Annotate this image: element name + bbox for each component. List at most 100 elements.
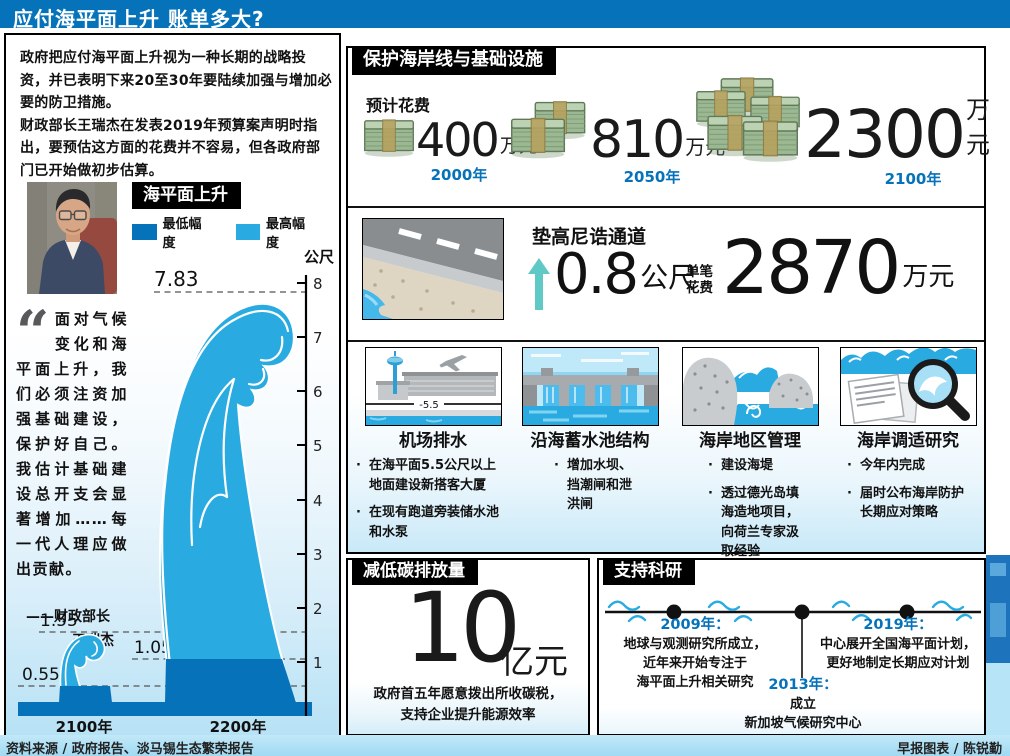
nicoll-cost-label-line1: 单笔 bbox=[686, 264, 713, 280]
timeline-event-2019: 2019年： 中心展开全国海平面计划， 更好地制定长期应对计划 bbox=[811, 616, 985, 673]
timeline-dot-2013 bbox=[794, 604, 810, 620]
cost-2050-group: 810 万元 bbox=[508, 98, 725, 171]
carbon-desc-line1: 政府首五年愿意拨出所收碳税， bbox=[373, 686, 563, 702]
research-section: 支持科研 2009年： 地球与观测研究所成立， 近年来开始专注于 海平面上升 bbox=[597, 558, 986, 736]
sea-level-wave-chart: 公尺 7.83 1.55 1.05 0.55 bbox=[18, 248, 334, 736]
margin-mark bbox=[990, 603, 1006, 637]
intro-text: 政府把应付海平面上升视为一种长期的战略投资，并已表明下来20至30年要陆续加强与… bbox=[20, 47, 334, 182]
protection-title-tag: 保护海岸线与基础设施 bbox=[352, 46, 556, 75]
tick-2: 2 bbox=[313, 600, 323, 618]
intro-paragraph-1: 政府把应付海平面上升视为一种长期的战略投资，并已表明下来20至30年要陆续加强与… bbox=[20, 50, 332, 111]
timeline-wave-decorations bbox=[607, 600, 973, 623]
panel-title-coast: 海岸地区管理 bbox=[699, 431, 801, 451]
timeline-dot-2009 bbox=[666, 604, 682, 620]
research-timeline bbox=[605, 600, 981, 678]
cost-2100-unit: 万元 bbox=[965, 96, 990, 159]
panel-title-reservoir: 沿海蓄水池结构 bbox=[530, 431, 650, 451]
coast-illustration-frame bbox=[682, 347, 819, 426]
coast-illustration bbox=[683, 348, 818, 425]
value-label-min-2200: 1.05 bbox=[134, 638, 172, 658]
baseline-bar bbox=[18, 702, 312, 716]
bullet: 今年内完成 bbox=[847, 456, 969, 476]
timeline-event-2013: 2013年： 成立 新加坡气候研究中心 bbox=[709, 676, 897, 733]
legend-swatch-max bbox=[235, 224, 261, 240]
event-year: 2009年： bbox=[660, 617, 730, 633]
bullet: 届时公布海岸防护长期应对策略 bbox=[847, 484, 969, 523]
carbon-title-tag: 减低碳排放量 bbox=[352, 558, 478, 586]
road-illustration-frame bbox=[362, 218, 504, 320]
wave-2100 bbox=[59, 633, 112, 704]
quote-mark-icon: “ bbox=[16, 298, 51, 366]
timeline-event-2009: 2009年： 地球与观测研究所成立， 近年来开始专注于 海平面上升相关研究 bbox=[601, 616, 789, 692]
legend-label-max: 最高幅度 bbox=[266, 217, 306, 251]
nicoll-raise-unit: 公尺 bbox=[640, 260, 697, 294]
quote-attribution-role: ——财政部长 bbox=[26, 609, 110, 625]
nicoll-cost-label: 单笔 花费 bbox=[686, 264, 713, 296]
tick-1: 1 bbox=[313, 654, 323, 672]
nicoll-cost-label-line2: 花费 bbox=[686, 280, 713, 296]
wave-2200-min-base bbox=[165, 659, 296, 703]
reservoir-illustration bbox=[523, 348, 658, 425]
tick-3: 3 bbox=[313, 546, 323, 564]
sea-level-chart-title-tag: 海平面上升 bbox=[132, 182, 241, 210]
nicoll-raise-value-group: 0.8 公尺 bbox=[554, 247, 697, 303]
carbon-value: 10 bbox=[404, 572, 521, 684]
title-banner: 应付海平面上升 账单多大? bbox=[0, 0, 1010, 31]
y-axis-unit-label: 公尺 bbox=[304, 248, 334, 266]
event-line: 近年来开始专注于 bbox=[642, 656, 747, 671]
research-illustration bbox=[841, 347, 976, 425]
nicoll-cost-group: 2870 万元 bbox=[722, 225, 954, 311]
money-stack-icon-small bbox=[362, 114, 416, 160]
tick-5: 5 bbox=[313, 437, 323, 455]
carbon-desc-line2: 支持企业提升能源效率 bbox=[400, 707, 536, 723]
minister-portrait-photo bbox=[27, 182, 117, 294]
panel-bullets-research: 今年内完成 届时公布海岸防护长期应对策略 bbox=[847, 456, 969, 531]
quote-text: 面对气候变化和海平面上升，我们必须注资加强基础建设，保护好自己。我估计基础建设总… bbox=[16, 310, 128, 578]
nicoll-cost-value: 2870 bbox=[722, 225, 901, 311]
carbon-unit: 亿元 bbox=[500, 642, 568, 682]
chart-legend: 最低幅度 最高幅度 bbox=[132, 213, 339, 251]
panel-bullets-reservoir: 增加水坝、挡潮闸和泄洪闸 bbox=[554, 456, 638, 523]
chart-credit: 早报图表 / 陈锐勤 bbox=[897, 742, 1002, 756]
cost-2100-group: 2300 万元 bbox=[692, 74, 990, 167]
y-axis: 8 7 6 5 4 3 2 1 bbox=[297, 275, 323, 716]
protection-section: 保护海岸线与基础设施 预计花费 400 万元 2000年 810 万元 2050… bbox=[346, 46, 990, 559]
tick-7: 7 bbox=[313, 329, 323, 347]
intro-paragraph-2: 财政部长王瑞杰在发表2019年预算案声明时指出，要预估这方面的花费并不容易，但各… bbox=[20, 117, 321, 179]
tick-8: 8 bbox=[313, 275, 323, 293]
event-line: 更好地制定长期应对计划 bbox=[826, 656, 970, 671]
tick-6: 6 bbox=[313, 383, 323, 401]
divider-1 bbox=[348, 206, 984, 208]
event-year: 2013年： bbox=[768, 677, 838, 693]
event-line: 新加坡气候研究中心 bbox=[744, 716, 862, 731]
page-margin-strip-light bbox=[986, 663, 1010, 735]
page-title: 应付海平面上升 账单多大? bbox=[13, 7, 265, 31]
cost-2000-year: 2000年 bbox=[430, 166, 488, 184]
value-label-max-2100: 1.55 bbox=[40, 611, 78, 631]
legend-swatch-min bbox=[132, 224, 157, 240]
carbon-description: 政府首五年愿意拨出所收碳税， 支持企业提升能源效率 bbox=[348, 684, 588, 726]
airport-illustration-frame: -5.5 bbox=[365, 347, 502, 426]
legend-label-min: 最低幅度 bbox=[162, 217, 202, 251]
value-label-max-2200: 7.83 bbox=[154, 267, 199, 291]
panel-bullets-coast: 建设海堤 透过德光岛填海造地项目，向荷兰专家汲取经验 bbox=[708, 456, 800, 570]
cost-2050-value: 810 bbox=[590, 110, 685, 171]
page-margin-strip-dark bbox=[986, 555, 1010, 663]
margin-mark bbox=[990, 563, 1006, 576]
reservoir-illustration-frame bbox=[522, 347, 659, 426]
airport-illustration: -5.5 bbox=[366, 348, 501, 425]
bullet: 建设海堤 bbox=[708, 456, 800, 476]
x-label-2100: 2100年 bbox=[56, 718, 113, 736]
nicoll-title: 垫高尼诰通道 bbox=[532, 226, 647, 248]
source-credit: 资料来源 / 政府报告、淡马锡生态繁荣报告 bbox=[6, 742, 254, 756]
bullet: 透过德光岛填海造地项目，向荷兰专家汲取经验 bbox=[708, 484, 800, 562]
panel-title-research: 海岸调适研究 bbox=[857, 431, 959, 451]
event-line: 地球与观测研究所成立， bbox=[623, 637, 767, 652]
wave-2200 bbox=[158, 302, 298, 704]
event-line: 海平面上升相关研究 bbox=[636, 675, 754, 690]
tick-4: 4 bbox=[313, 492, 323, 510]
cost-2000-value: 400 bbox=[416, 113, 500, 168]
estimated-cost-label: 预计花费 bbox=[366, 96, 431, 115]
x-label-2200: 2200年 bbox=[210, 718, 267, 736]
